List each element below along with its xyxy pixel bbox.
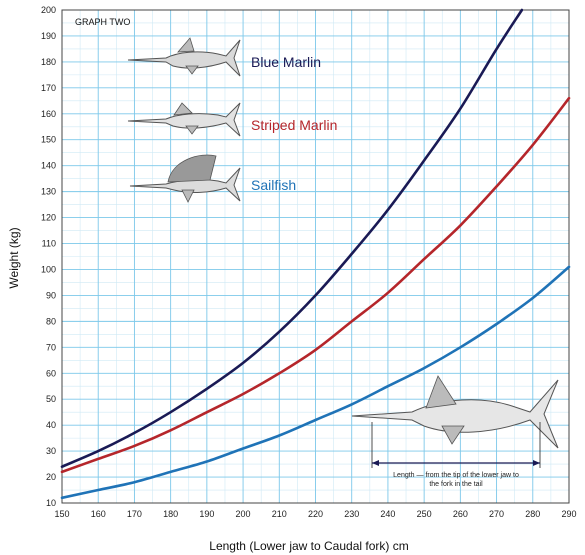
y-tick-label: 140 (41, 161, 56, 171)
striped-marlin-illustration (127, 102, 241, 137)
sailfish-illustration (129, 154, 241, 203)
y-tick-label: 170 (41, 83, 56, 93)
chart-title: GRAPH TWO (75, 17, 130, 27)
tick-labels: 150 160 170 180 190 200 210 220 230 240 250 260 270 2… (41, 5, 577, 519)
y-tick-label: 90 (46, 290, 56, 300)
series-lines (60, 8, 571, 500)
x-tick-label: 290 (561, 509, 576, 519)
y-tick-label: 150 (41, 135, 56, 145)
x-tick-label: 190 (199, 509, 214, 519)
x-tick-label: 250 (417, 509, 432, 519)
x-tick-label: 170 (127, 509, 142, 519)
y-tick-label: 160 (41, 109, 56, 119)
sailfish-line (60, 265, 571, 500)
y-tick-label: 50 (46, 394, 56, 404)
x-tick-label: 220 (308, 509, 323, 519)
blue-marlin-illustration (127, 37, 241, 77)
y-tick-label: 180 (41, 57, 56, 67)
y-tick-label: 100 (41, 264, 56, 274)
legend-striped-marlin: Striped Marlin (251, 117, 337, 133)
y-tick-label: 20 (46, 472, 56, 482)
x-tick-label: 150 (54, 509, 69, 519)
x-tick-label: 180 (163, 509, 178, 519)
legend-blue-marlin: Blue Marlin (251, 54, 321, 70)
y-tick-label: 120 (41, 213, 56, 223)
length-annotation: Length — from the tip of the lower jaw t… (371, 422, 541, 488)
legend-sailfish: Sailfish (251, 177, 296, 193)
y-tick-label: 70 (46, 342, 56, 352)
y-tick-label: 40 (46, 420, 56, 430)
blue-marlin-line (60, 8, 524, 468)
y-tick-label: 80 (46, 316, 56, 326)
x-tick-label: 200 (236, 509, 251, 519)
y-tick-label: 200 (41, 5, 56, 15)
y-axis-title: Weight (kg) (7, 227, 21, 288)
y-tick-label: 30 (46, 446, 56, 456)
x-tick-label: 210 (272, 509, 287, 519)
y-tick-label: 190 (41, 31, 56, 41)
plot-frame (61, 9, 570, 504)
x-tick-label: 280 (525, 509, 540, 519)
y-tick-label: 110 (42, 239, 56, 249)
y-tick-label: 130 (41, 187, 56, 197)
x-tick-label: 230 (344, 509, 359, 519)
x-axis-title: Length (Lower jaw to Caudal fork) cm (209, 539, 408, 553)
annotation-line-2: the fork in the tail (429, 481, 483, 488)
striped-marlin-line (60, 96, 571, 474)
x-tick-label: 160 (91, 509, 106, 519)
x-tick-label: 270 (489, 509, 504, 519)
marlin-measure-illustration (351, 375, 559, 449)
x-tick-label: 260 (453, 509, 468, 519)
x-tick-label: 240 (380, 509, 395, 519)
y-tick-label: 10 (46, 498, 56, 508)
y-tick-label: 60 (46, 368, 56, 378)
annotation-line-1: Length — from the tip of the lower jaw t… (393, 472, 519, 479)
